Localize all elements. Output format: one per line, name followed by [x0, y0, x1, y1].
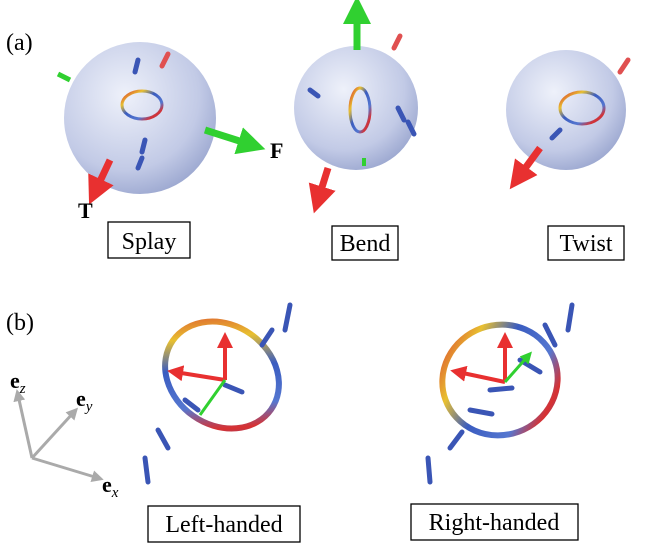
handedness-label: Right-handed	[429, 510, 560, 536]
sphere	[506, 50, 626, 170]
axis-label: ex	[102, 472, 119, 501]
rod	[262, 330, 272, 345]
mode-label: Bend	[340, 231, 391, 257]
rod	[428, 458, 430, 482]
axis-sub: z	[19, 381, 26, 397]
panel-label: (b)	[6, 310, 34, 336]
arrow-label: F	[270, 138, 283, 163]
panel-label: (a)	[6, 30, 33, 56]
axis-sub: y	[84, 399, 93, 415]
arrow	[175, 372, 225, 380]
rod	[450, 432, 462, 448]
axis-sub: x	[111, 485, 119, 501]
rod	[470, 410, 492, 414]
arrow	[318, 168, 328, 200]
axis-arrow	[18, 395, 32, 458]
left-handed-ring	[144, 300, 300, 482]
handedness-label: Left-handed	[165, 512, 282, 538]
mode-label: Splay	[122, 229, 177, 255]
rod	[394, 36, 400, 48]
splay-sphere	[58, 42, 252, 194]
axis-base: e	[76, 386, 86, 411]
axis-label: ez	[10, 368, 26, 397]
axis-base: e	[10, 368, 20, 393]
figure: (a) (b) F T Splay Bend Twist ez	[0, 0, 654, 548]
axis-label: ey	[76, 386, 93, 415]
right-handed-ring	[427, 305, 574, 482]
ring	[144, 300, 300, 451]
rod	[490, 388, 512, 390]
rod	[285, 305, 290, 330]
rod	[145, 458, 148, 482]
rod	[135, 60, 138, 72]
rod	[142, 140, 145, 152]
rod	[225, 385, 242, 392]
rod	[568, 305, 572, 330]
axis-base: e	[102, 472, 112, 497]
arrow	[458, 372, 505, 382]
axis-arrow	[32, 412, 74, 458]
twist-sphere	[506, 50, 628, 178]
bend-sphere	[294, 10, 418, 200]
arrow	[505, 356, 528, 382]
rod	[158, 430, 168, 448]
arrow-label: T	[78, 198, 93, 223]
rod	[620, 60, 628, 72]
rod	[58, 74, 70, 80]
arrow	[200, 380, 225, 415]
axis-arrow	[32, 458, 98, 478]
mode-label: Twist	[560, 231, 613, 257]
